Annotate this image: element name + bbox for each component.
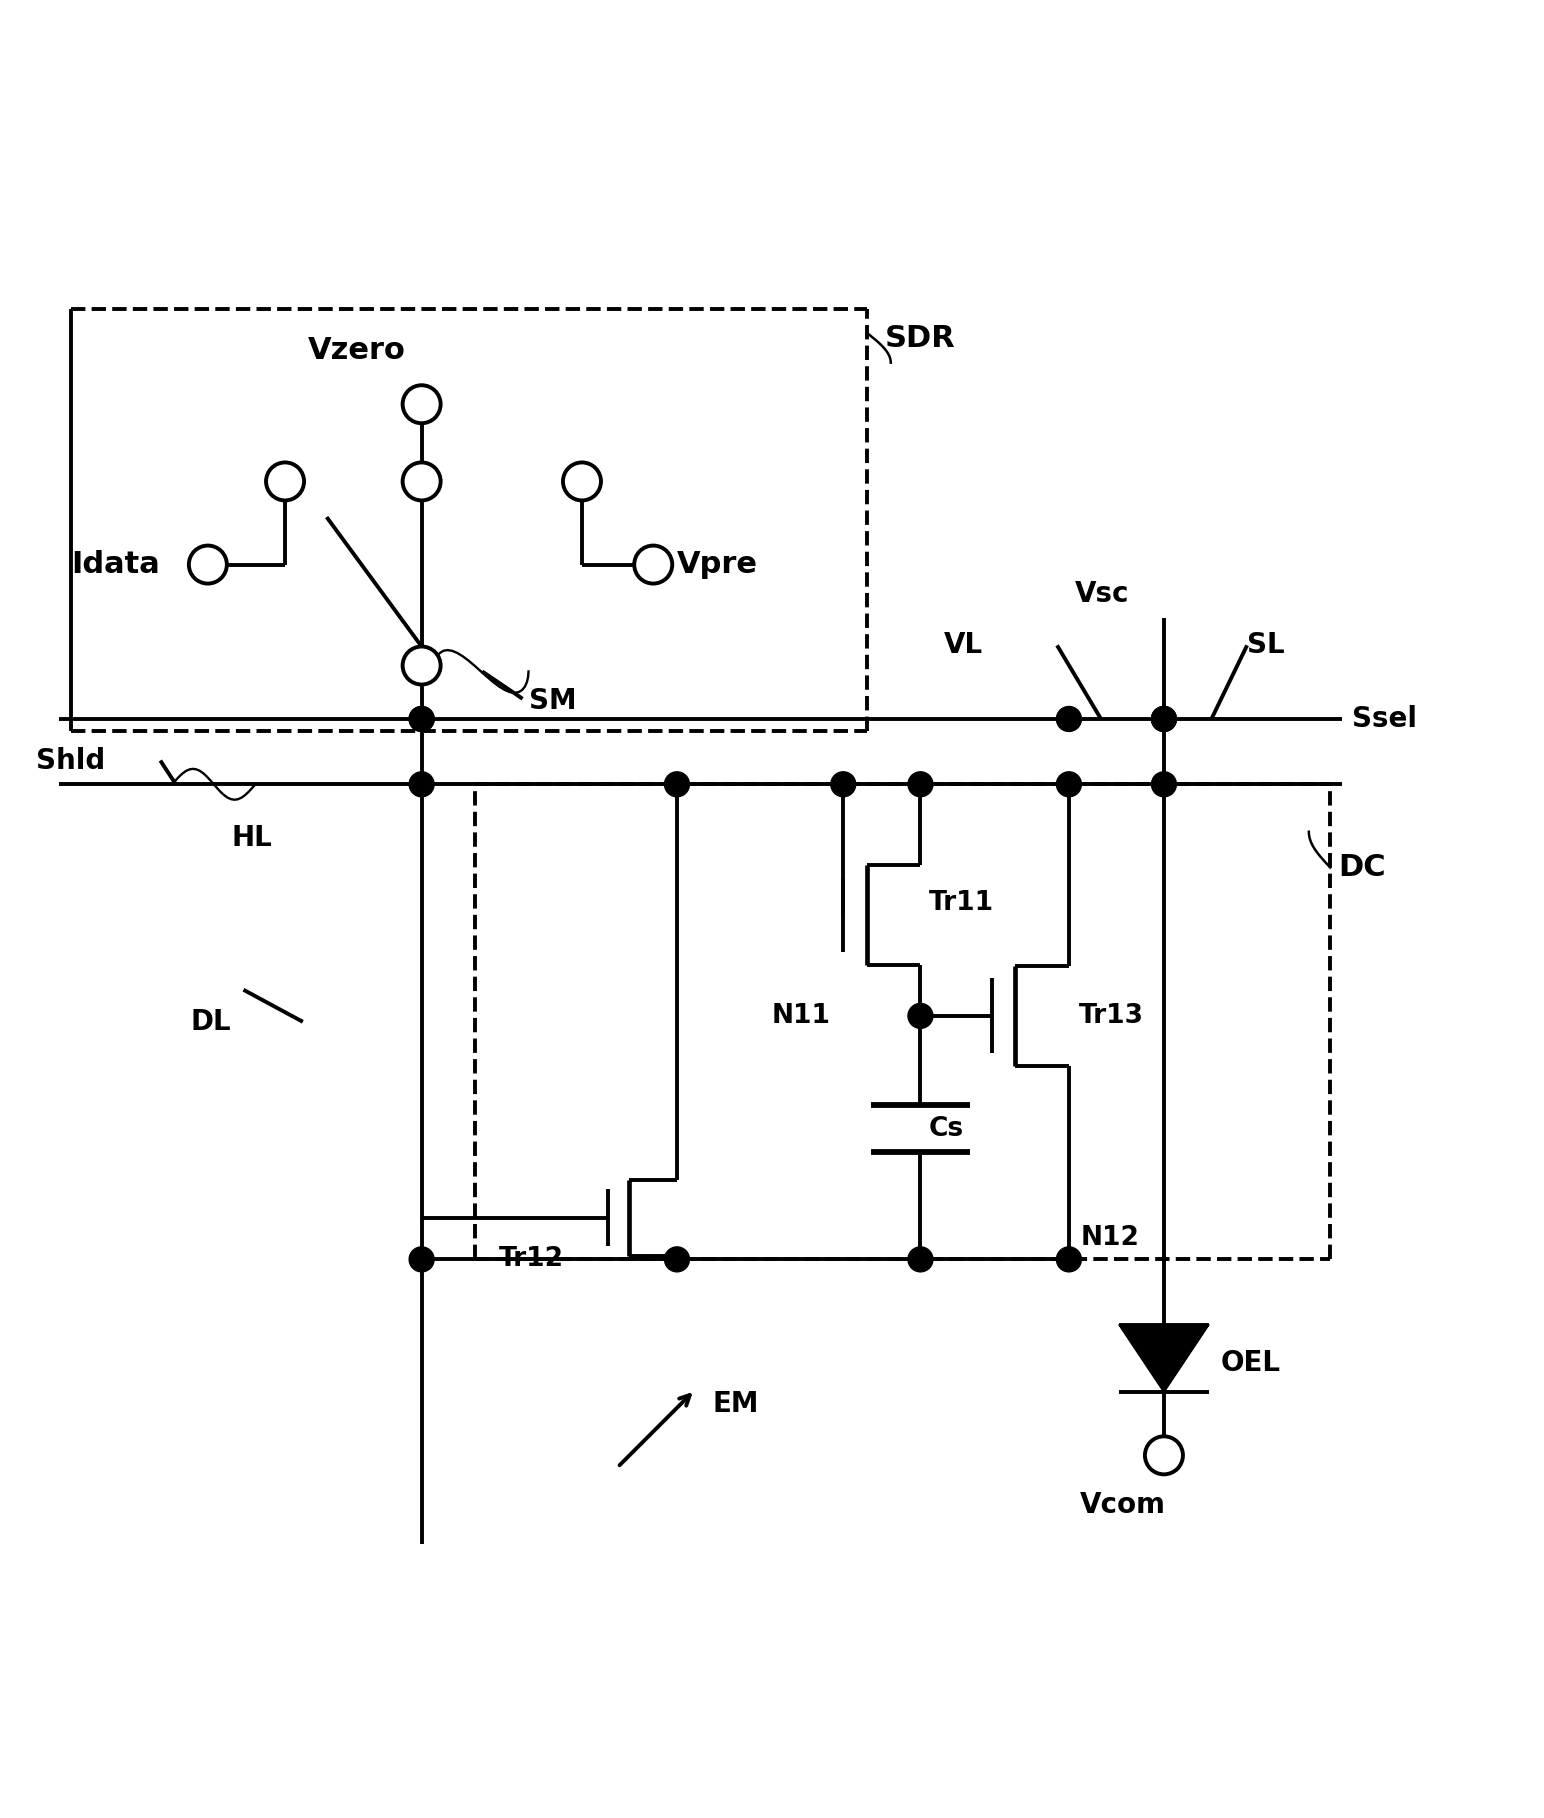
Circle shape: [908, 1247, 933, 1273]
Text: Idata: Idata: [71, 551, 161, 580]
Text: VL: VL: [945, 631, 984, 660]
Circle shape: [1056, 773, 1081, 796]
Text: N12: N12: [1081, 1225, 1139, 1251]
Text: SDR: SDR: [885, 324, 956, 353]
Circle shape: [188, 545, 227, 584]
Text: Vzero: Vzero: [307, 336, 405, 365]
Text: Vcom: Vcom: [1079, 1491, 1166, 1520]
Circle shape: [403, 647, 440, 685]
Circle shape: [409, 707, 434, 731]
Text: Tr11: Tr11: [929, 891, 994, 916]
Text: Vpre: Vpre: [676, 551, 758, 580]
Text: Cs: Cs: [929, 1116, 963, 1142]
Circle shape: [664, 773, 690, 796]
Circle shape: [831, 773, 855, 796]
Circle shape: [564, 462, 601, 500]
Polygon shape: [1119, 1325, 1209, 1393]
Text: N11: N11: [772, 1004, 831, 1029]
Circle shape: [1056, 1247, 1081, 1273]
Text: DL: DL: [190, 1007, 230, 1036]
Circle shape: [403, 385, 440, 424]
Text: Tr12: Tr12: [499, 1247, 564, 1273]
Circle shape: [1152, 707, 1177, 731]
Text: DC: DC: [1339, 853, 1387, 882]
Circle shape: [908, 1004, 933, 1029]
Circle shape: [409, 707, 434, 731]
Text: SM: SM: [528, 687, 576, 714]
Text: Vsc: Vsc: [1075, 580, 1129, 609]
Circle shape: [409, 1247, 434, 1273]
Text: HL: HL: [232, 824, 272, 853]
Text: SL: SL: [1248, 631, 1285, 660]
Circle shape: [1056, 707, 1081, 731]
Circle shape: [409, 773, 434, 796]
Circle shape: [1152, 773, 1177, 796]
Circle shape: [266, 462, 304, 500]
Text: Ssel: Ssel: [1351, 705, 1416, 733]
Circle shape: [1152, 707, 1177, 731]
Circle shape: [664, 1247, 690, 1273]
Text: EM: EM: [713, 1391, 760, 1418]
Circle shape: [403, 462, 440, 500]
Circle shape: [635, 545, 672, 584]
Text: Tr13: Tr13: [1078, 1004, 1144, 1029]
Text: Shld: Shld: [36, 747, 105, 774]
Circle shape: [1146, 1436, 1183, 1474]
Circle shape: [908, 773, 933, 796]
Text: OEL: OEL: [1221, 1349, 1282, 1378]
